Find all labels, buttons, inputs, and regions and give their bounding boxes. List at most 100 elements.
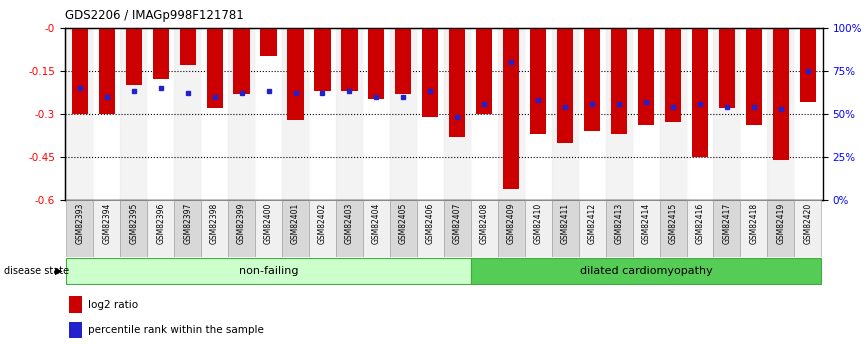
Bar [363,28,390,200]
Text: GSM82412: GSM82412 [588,203,597,244]
Bar [687,28,714,200]
Bar [611,28,627,134]
Bar [147,28,174,200]
Bar [255,200,282,257]
Bar [471,200,498,257]
Bar [147,200,174,257]
Bar [314,28,331,91]
Bar [665,28,682,122]
Text: disease state: disease state [4,266,69,276]
Bar [67,200,94,257]
Bar [234,28,249,94]
Bar [68,322,82,338]
Bar [179,28,196,65]
Text: GSM82414: GSM82414 [642,203,650,244]
Bar [443,28,471,200]
Text: percentile rank within the sample: percentile rank within the sample [87,325,263,335]
Text: GSM82398: GSM82398 [210,203,219,244]
Text: log2 ratio: log2 ratio [87,300,138,310]
Bar [443,200,471,257]
Text: dilated cardiomyopathy: dilated cardiomyopathy [579,266,713,276]
Bar [174,200,201,257]
Bar [794,28,821,200]
Bar [552,200,578,257]
Bar [714,200,740,257]
Bar [449,28,465,137]
Bar [584,28,600,131]
Bar [503,28,520,189]
Bar [772,28,789,160]
Text: ▶: ▶ [55,266,62,276]
Bar [120,200,147,257]
Bar [660,28,687,200]
Text: GSM82418: GSM82418 [749,203,759,244]
Bar [368,28,385,99]
Text: GSM82410: GSM82410 [533,203,543,244]
Text: GSM82401: GSM82401 [291,203,300,244]
Bar [525,28,552,200]
Bar [530,28,546,134]
Text: GDS2206 / IMAGp998F121781: GDS2206 / IMAGp998F121781 [65,9,243,22]
Bar [72,28,87,114]
Bar [578,200,605,257]
Text: GSM82409: GSM82409 [507,203,516,244]
Bar [471,28,498,200]
Text: GSM82397: GSM82397 [183,203,192,244]
Bar [800,28,816,102]
Bar [390,200,417,257]
Bar [746,28,762,125]
Bar [417,28,443,200]
Bar [605,200,632,257]
Bar [68,296,82,313]
Bar [687,200,714,257]
Bar [99,28,115,114]
Text: GSM82399: GSM82399 [237,203,246,244]
Bar [632,200,660,257]
Text: GSM82413: GSM82413 [615,203,624,244]
Bar [206,28,223,108]
Bar [557,28,573,142]
Text: non-failing: non-failing [239,266,298,276]
Text: GSM82415: GSM82415 [669,203,677,244]
Bar [201,28,228,200]
Bar [201,200,228,257]
Bar [309,200,336,257]
Text: GSM82420: GSM82420 [804,203,812,244]
Text: GSM82405: GSM82405 [399,203,408,244]
Bar [767,200,794,257]
Bar [120,28,147,200]
Bar [94,28,120,200]
Bar [719,28,735,108]
Bar [261,28,276,56]
Text: GSM82404: GSM82404 [372,203,381,244]
Bar [309,28,336,200]
Bar [341,28,358,91]
Bar [282,200,309,257]
Bar [476,28,493,114]
FancyBboxPatch shape [471,258,821,284]
FancyBboxPatch shape [67,258,471,284]
Bar [767,28,794,200]
Bar [336,28,363,200]
Text: GSM82411: GSM82411 [560,203,570,244]
Text: GSM82416: GSM82416 [695,203,705,244]
Bar [423,28,438,117]
Bar [498,200,525,257]
Text: GSM82400: GSM82400 [264,203,273,244]
Bar [255,28,282,200]
Text: GSM82395: GSM82395 [129,203,139,244]
Text: GSM82419: GSM82419 [777,203,785,244]
Bar [126,28,142,85]
Text: GSM82403: GSM82403 [345,203,354,244]
Text: GSM82407: GSM82407 [453,203,462,244]
Bar [660,200,687,257]
Bar [740,200,767,257]
Bar [740,28,767,200]
Bar [363,200,390,257]
Text: GSM82394: GSM82394 [102,203,111,244]
Bar [552,28,578,200]
Bar [288,28,304,120]
Text: GSM82417: GSM82417 [722,203,732,244]
Bar [67,28,94,200]
Text: GSM82406: GSM82406 [426,203,435,244]
